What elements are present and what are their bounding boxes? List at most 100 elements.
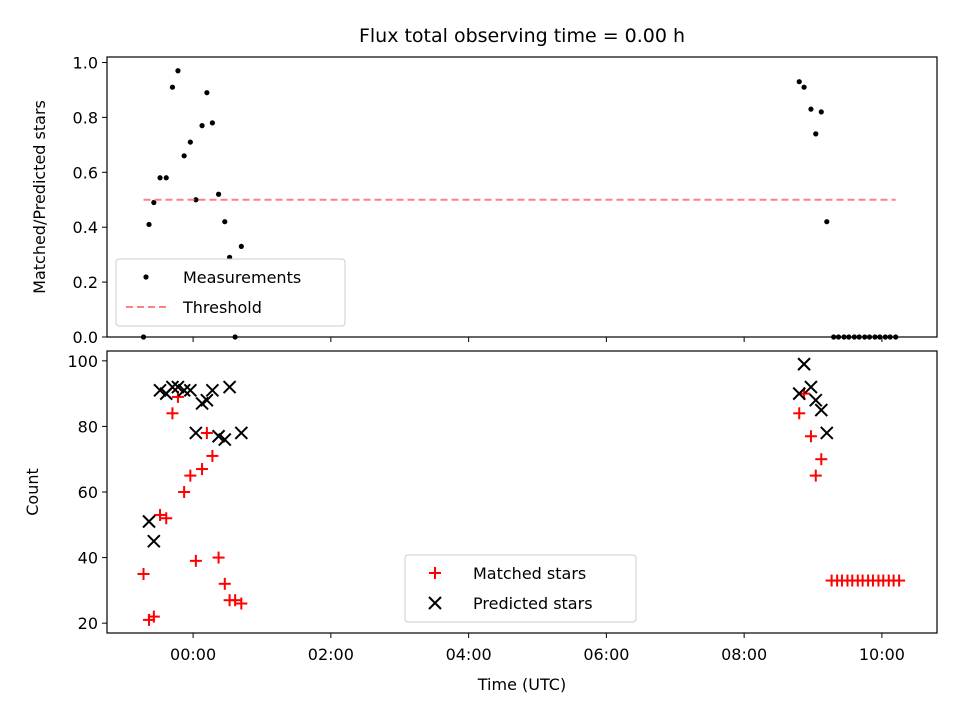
- matched-stars-point: [815, 453, 828, 466]
- top-axes-frame: [106, 56, 938, 338]
- matched-stars-point: [178, 486, 191, 498]
- bottom-ytick-label: 40: [78, 549, 98, 568]
- legend-matched-label: Matched stars: [473, 564, 586, 583]
- matched-stars-point: [184, 469, 197, 482]
- matched-stars-point: [804, 430, 817, 443]
- predicted-stars-point: [820, 426, 834, 440]
- predicted-stars-point: [153, 383, 167, 398]
- matched-stars-point: [137, 567, 150, 580]
- measurement-point: [796, 79, 802, 85]
- measurement-point: [187, 139, 193, 145]
- bottom-legend-box: [404, 554, 637, 623]
- measurement-point: [157, 175, 163, 181]
- matched-stars-point: [229, 594, 242, 607]
- measurement-point: [238, 243, 244, 250]
- legend-predicted-marker: [428, 596, 442, 610]
- top-ytick-label: 0.6: [73, 163, 98, 182]
- predicted-stars-point: [814, 403, 828, 417]
- xtick-label: 00:00: [170, 645, 216, 664]
- bottom-ytick-label: 60: [78, 483, 98, 502]
- top-ytick-label: 0.0: [73, 328, 98, 347]
- legend-measurements-marker: [143, 274, 149, 280]
- matched-stars-point: [166, 407, 179, 420]
- measurement-point: [215, 191, 222, 197]
- measurement-point: [193, 197, 199, 203]
- measurement-point: [199, 123, 205, 129]
- top-axes-ticks: 0.0 0.2 0.4 0.6 0.8 1.0: [73, 53, 883, 347]
- matched-stars-point: [206, 449, 219, 462]
- predicted-stars-point: [211, 429, 226, 443]
- matched-stars-point: [160, 512, 173, 525]
- matched-stars-point: [809, 469, 822, 482]
- matched-stars-point: [189, 554, 202, 567]
- measurement-point: [169, 84, 176, 90]
- measurement-point: [813, 131, 819, 137]
- panel-counts: 20 40 60 80 100 00:00 02:00 04:00 06:00 08:00 10:0…: [23, 350, 938, 694]
- bottom-y-axis-label: Count: [23, 468, 42, 516]
- bottom-plot-area: [137, 357, 906, 626]
- top-ytick-label: 1.0: [73, 53, 98, 72]
- legend-threshold-label: Threshold: [182, 298, 262, 317]
- top-ytick-label: 0.4: [73, 218, 98, 237]
- matched-stars-point: [235, 597, 248, 610]
- xtick-label: 06:00: [583, 645, 629, 664]
- legend-measurements-label: Measurements: [183, 268, 301, 287]
- predicted-stars-point: [804, 380, 818, 394]
- predicted-stars-point: [200, 393, 214, 407]
- legend-matched-marker: [429, 567, 441, 579]
- top-ytick-label: 0.8: [73, 108, 98, 127]
- bottom-axes-frame: [106, 350, 938, 634]
- predicted-stars-point: [218, 432, 232, 447]
- predicted-stars-point: [222, 380, 237, 394]
- measurement-point: [824, 219, 830, 225]
- measurement-point: [808, 106, 814, 112]
- predicted-stars-point: [177, 383, 191, 398]
- matched-stars-point: [893, 574, 906, 587]
- measurement-point: [175, 68, 181, 74]
- measurement-point: [801, 84, 807, 90]
- predicted-stars-point: [147, 534, 161, 548]
- measurement-point: [209, 120, 215, 126]
- matched-stars-point: [200, 426, 213, 439]
- bottom-ytick-label: 20: [78, 614, 98, 633]
- matched-stars-point: [218, 577, 231, 590]
- predicted-stars-point: [171, 380, 185, 394]
- predicted-stars-point: [809, 393, 823, 407]
- predicted-stars-point: [142, 514, 156, 529]
- measurement-point: [151, 199, 157, 206]
- panel-ratio: 0.0 0.2 0.4 0.6 0.8 1.0 Matched/Predicted sta…: [30, 53, 938, 347]
- bottom-ytick-label: 100: [67, 352, 98, 371]
- measurement-point: [222, 219, 228, 225]
- predicted-stars-point: [183, 383, 198, 398]
- measurement-point: [181, 153, 187, 159]
- top-legend-box: [115, 258, 346, 327]
- predicted-stars-point: [205, 383, 220, 398]
- top-ytick-label: 0.2: [73, 273, 98, 292]
- top-legend[interactable]: Measurements Threshold: [115, 258, 346, 327]
- matched-stars-point: [154, 508, 167, 521]
- measurement-point: [146, 221, 152, 228]
- predicted-stars-point: [792, 386, 806, 401]
- legend-predicted-label: Predicted stars: [473, 594, 593, 613]
- bottom-axes-ticks: 20 40 60 80 100 00:00 02:00 04:00 06:00 08:00 10:0…: [67, 352, 904, 664]
- measurement-point: [818, 109, 824, 115]
- predicted-stars-point: [234, 426, 249, 440]
- xtick-label: 10:00: [859, 645, 905, 664]
- matched-stars-point: [793, 407, 806, 420]
- xtick-label: 08:00: [721, 645, 767, 664]
- measurement-point: [204, 90, 210, 96]
- xtick-label: 04:00: [446, 645, 492, 664]
- measurement-point: [163, 175, 169, 181]
- x-axis-label: Time (UTC): [477, 675, 566, 694]
- matched-stars-point: [212, 551, 225, 564]
- predicted-stars-point: [797, 357, 811, 371]
- chart-title: Flux total observing time = 0.00 h: [359, 25, 685, 47]
- predicted-stars-point: [165, 380, 180, 394]
- matched-stars-point: [147, 610, 160, 623]
- xtick-label: 02:00: [308, 645, 354, 664]
- matched-stars-point: [196, 463, 209, 476]
- predicted-stars-point: [189, 426, 203, 440]
- bottom-legend[interactable]: Matched stars Predicted stars: [404, 554, 637, 623]
- bottom-ytick-label: 80: [78, 417, 98, 436]
